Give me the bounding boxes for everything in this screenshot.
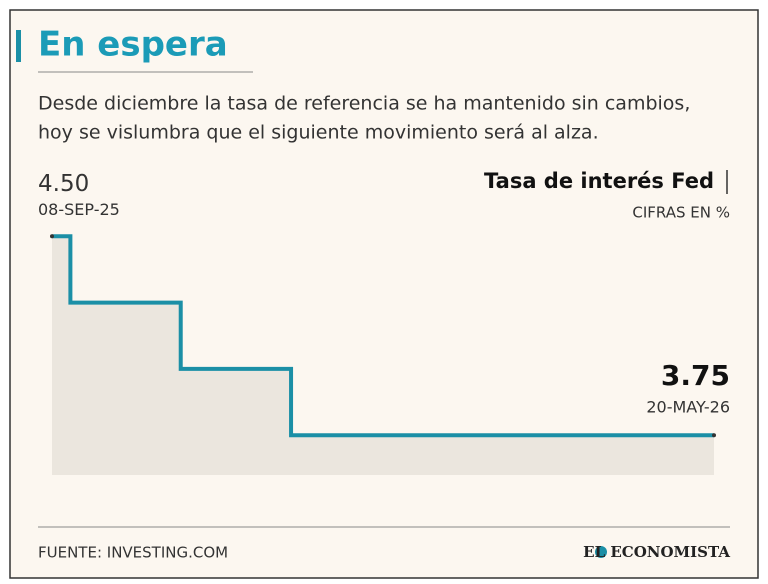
end-dot [50, 234, 54, 239]
subtitle: hoy se vislumbra que el siguiente movimi… [38, 122, 599, 144]
line [52, 234, 714, 438]
units: CIFRAS EN % [632, 204, 730, 222]
chart-title: En espera [38, 25, 228, 65]
title-marker [16, 30, 21, 62]
frame [9, 9, 759, 579]
brand-icon [595, 546, 607, 558]
end-dot [712, 433, 716, 438]
subtitle: Desde diciembre la tasa de referencia se… [38, 93, 690, 115]
value-label: 4.50 [38, 171, 89, 197]
date-label: 20-MAY-26 [646, 398, 730, 417]
date-label: 08-SEP-25 [38, 200, 120, 219]
series-name: Tasa de interés Fed [484, 169, 714, 193]
source: FUENTE: INVESTING.COM [38, 544, 228, 562]
brand: EL ECONOMISTA [583, 543, 730, 561]
area [52, 236, 714, 475]
value-label: 3.75 [661, 359, 730, 392]
